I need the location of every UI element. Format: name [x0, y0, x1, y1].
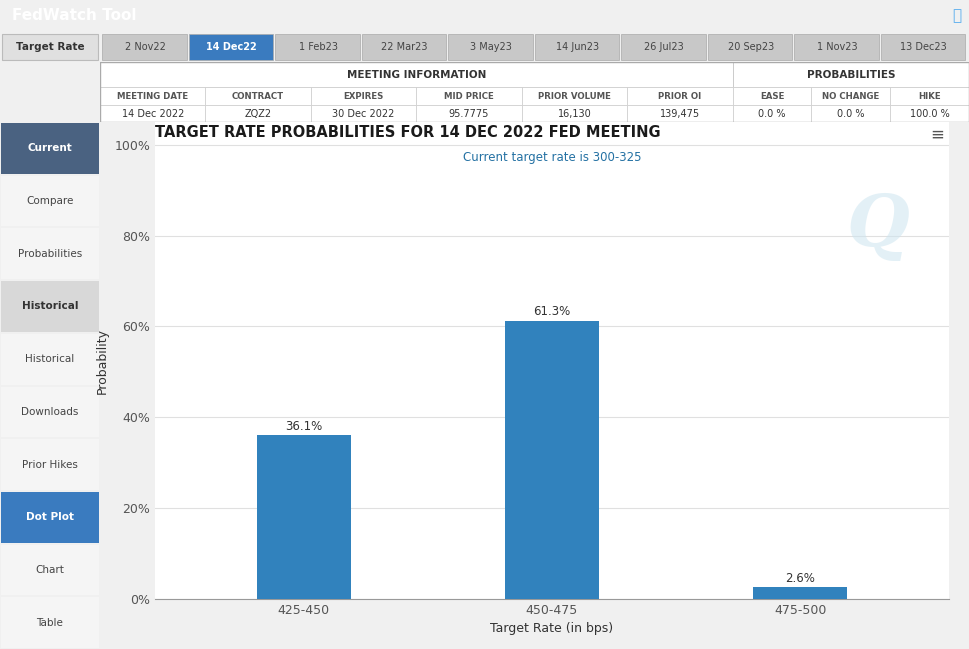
Text: Dot Plot: Dot Plot	[26, 512, 74, 522]
Text: PROBABILITIES: PROBABILITIES	[806, 69, 895, 80]
Text: Chart: Chart	[36, 565, 64, 575]
Text: 14 Dec 2022: 14 Dec 2022	[121, 108, 184, 119]
Text: PRIOR VOLUME: PRIOR VOLUME	[538, 92, 610, 101]
Text: Prior Hikes: Prior Hikes	[22, 459, 78, 469]
Bar	[1, 334, 99, 384]
Text: Compare: Compare	[26, 196, 74, 206]
Bar	[1, 228, 99, 279]
Text: EASE: EASE	[760, 92, 784, 101]
Bar	[1, 281, 99, 332]
Bar	[2, 34, 98, 60]
Bar	[1, 545, 99, 595]
Bar	[733, 62, 969, 87]
Text: 61.3%: 61.3%	[533, 305, 571, 318]
Text: 0.0 %: 0.0 %	[759, 108, 786, 119]
Bar	[891, 105, 969, 122]
Text: ZQZ2: ZQZ2	[244, 108, 271, 119]
Text: MID PRICE: MID PRICE	[444, 92, 494, 101]
Text: Probabilities: Probabilities	[17, 249, 82, 259]
Bar	[103, 34, 187, 60]
Y-axis label: Probability: Probability	[96, 328, 109, 393]
Bar	[100, 62, 733, 87]
Bar	[621, 34, 706, 60]
Bar	[1, 492, 99, 543]
Text: 1 Nov23: 1 Nov23	[817, 42, 858, 52]
Bar	[205, 105, 311, 122]
Bar	[733, 105, 811, 122]
Bar	[311, 105, 417, 122]
Text: 139,475: 139,475	[660, 108, 700, 119]
Text: TARGET RATE PROBABILITIES FOR 14 DEC 2022 FED MEETING: TARGET RATE PROBABILITIES FOR 14 DEC 202…	[155, 125, 661, 140]
Text: 14 Dec22: 14 Dec22	[206, 42, 257, 52]
Bar	[311, 87, 417, 105]
Text: 3 May23: 3 May23	[470, 42, 513, 52]
Text: Historical: Historical	[25, 354, 75, 364]
Text: 1 Feb23: 1 Feb23	[298, 42, 338, 52]
Text: PRIOR OI: PRIOR OI	[658, 92, 702, 101]
Text: 🐦: 🐦	[953, 8, 961, 23]
Bar	[362, 34, 447, 60]
Text: 26 Jul23: 26 Jul23	[644, 42, 684, 52]
Text: 2.6%: 2.6%	[785, 572, 815, 585]
Text: CONTRACT: CONTRACT	[233, 92, 284, 101]
Bar	[449, 34, 533, 60]
Text: 100.0 %: 100.0 %	[910, 108, 950, 119]
Text: 30 Dec 2022: 30 Dec 2022	[332, 108, 394, 119]
Text: ≡: ≡	[930, 125, 944, 143]
Bar	[1, 387, 99, 437]
Bar	[733, 87, 811, 105]
Bar	[811, 105, 891, 122]
Bar	[521, 87, 627, 105]
Bar	[521, 105, 627, 122]
Bar	[891, 87, 969, 105]
Text: Target Rate: Target Rate	[16, 42, 84, 52]
Bar	[505, 321, 599, 599]
Text: Downloads: Downloads	[21, 407, 78, 417]
Bar	[535, 34, 619, 60]
Text: MEETING INFORMATION: MEETING INFORMATION	[347, 69, 486, 80]
Text: 0.0 %: 0.0 %	[837, 108, 864, 119]
Bar	[1, 439, 99, 490]
Text: MEETING DATE: MEETING DATE	[117, 92, 188, 101]
Bar	[1, 176, 99, 227]
Bar	[627, 105, 733, 122]
Bar	[417, 87, 521, 105]
Bar	[417, 105, 521, 122]
Text: 13 Dec23: 13 Dec23	[900, 42, 947, 52]
Text: Q: Q	[846, 191, 909, 262]
Text: Historical: Historical	[21, 301, 78, 312]
Text: 95.7775: 95.7775	[449, 108, 489, 119]
Text: 36.1%: 36.1%	[285, 420, 323, 433]
Bar	[881, 34, 965, 60]
Bar	[627, 87, 733, 105]
Bar	[811, 87, 891, 105]
Text: 16,130: 16,130	[557, 108, 591, 119]
Bar	[795, 34, 879, 60]
Bar	[205, 87, 311, 105]
Bar	[100, 87, 205, 105]
Text: Current: Current	[28, 143, 73, 153]
Text: NO CHANGE: NO CHANGE	[822, 92, 880, 101]
Bar	[257, 435, 351, 599]
Text: 14 Jun23: 14 Jun23	[556, 42, 599, 52]
X-axis label: Target Rate (in bps): Target Rate (in bps)	[490, 622, 613, 635]
Bar	[1, 123, 99, 174]
Bar	[1, 597, 99, 648]
Bar	[708, 34, 793, 60]
Text: 22 Mar23: 22 Mar23	[382, 42, 428, 52]
Text: 20 Sep23: 20 Sep23	[728, 42, 774, 52]
Text: 2 Nov22: 2 Nov22	[125, 42, 166, 52]
Text: Current target rate is 300-325: Current target rate is 300-325	[463, 151, 641, 164]
Bar	[275, 34, 360, 60]
Text: EXPIRES: EXPIRES	[343, 92, 384, 101]
Bar	[189, 34, 273, 60]
Text: FedWatch Tool: FedWatch Tool	[12, 8, 136, 23]
Bar	[753, 587, 847, 599]
Text: Table: Table	[37, 618, 63, 628]
Text: HIKE: HIKE	[919, 92, 941, 101]
Bar	[100, 105, 205, 122]
